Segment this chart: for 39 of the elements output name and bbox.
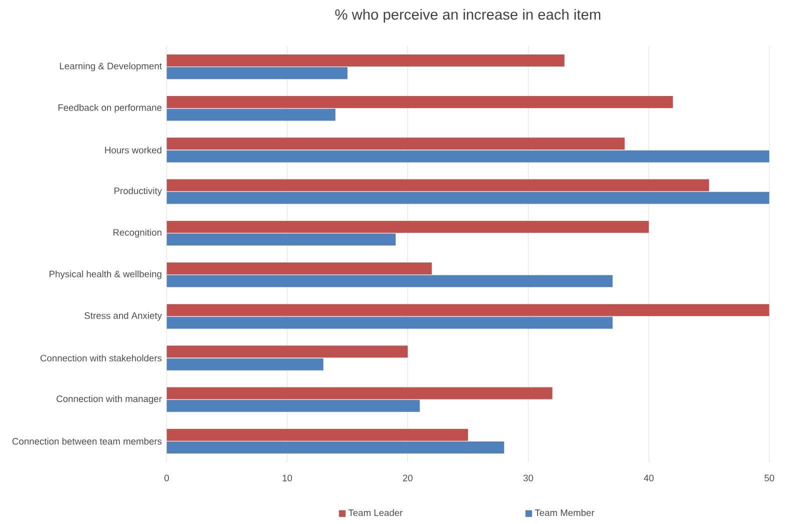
x-tick-label: 50 [764, 474, 774, 482]
y-tick-label: Recognition [113, 228, 162, 238]
bar [166, 192, 770, 204]
bar [166, 179, 710, 192]
x-tick-label: 30 [523, 474, 534, 482]
bar [166, 150, 770, 162]
bar [166, 54, 564, 66]
y-tick-label: Productivity [114, 187, 162, 196]
y-tick-label: Feedback on performane [58, 104, 162, 113]
bar [166, 442, 504, 454]
legend-label: Team Leader [348, 509, 403, 516]
bar [166, 428, 468, 441]
bar [166, 316, 613, 329]
bar [166, 358, 324, 370]
bar [166, 346, 408, 358]
chart-title: % who perceive an increase in each item [335, 8, 600, 23]
y-tick-label: Connection with manager [56, 395, 162, 404]
x-tick-label: 10 [282, 474, 292, 482]
x-tick-label: 40 [644, 474, 654, 482]
legend-label: Team Member [534, 509, 594, 516]
bar [166, 304, 770, 316]
x-tick-label: 20 [403, 474, 413, 482]
y-tick-label: Hours worked [105, 146, 162, 154]
y-tick-label: Connection with stakeholders [40, 354, 162, 362]
bar [166, 262, 432, 274]
bar [166, 138, 625, 150]
bar [166, 275, 613, 288]
y-tick-label: Physical health & wellbeing [50, 270, 162, 280]
y-tick-label: Connection between team members [12, 438, 162, 445]
bar [166, 387, 552, 400]
y-tick-label: Stress and Anxiety [84, 312, 162, 321]
bar [166, 220, 649, 233]
bar [166, 108, 336, 121]
bar [166, 234, 396, 246]
bar [166, 67, 348, 80]
y-tick-label: Learning & Development [60, 62, 162, 72]
bar [166, 96, 673, 108]
x-tick-label: 0 [164, 474, 169, 482]
bar [166, 400, 420, 412]
